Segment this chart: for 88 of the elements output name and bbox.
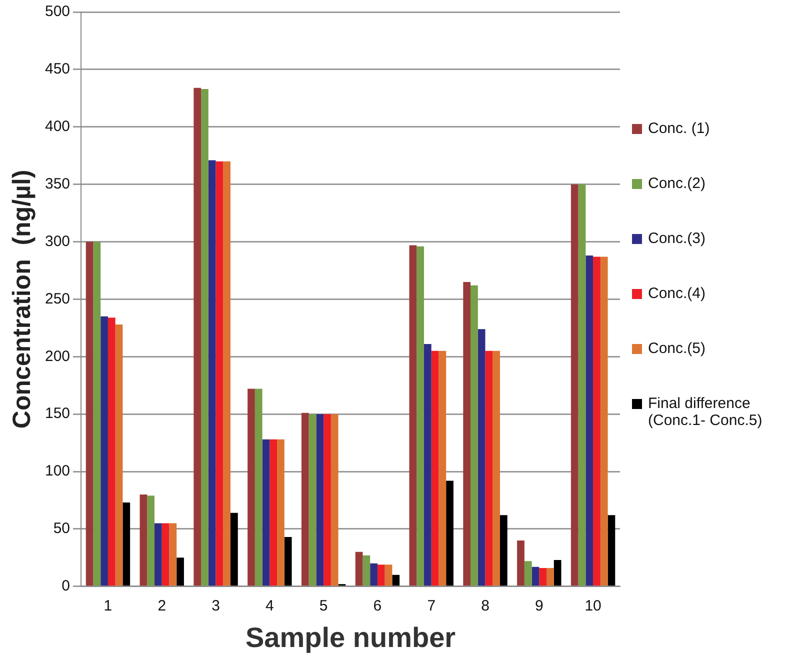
bar bbox=[176, 558, 184, 586]
bar bbox=[478, 329, 486, 586]
bar bbox=[586, 256, 594, 586]
y-tick-label: 100 bbox=[44, 462, 70, 480]
x-tick-label: 6 bbox=[373, 598, 382, 615]
bar bbox=[370, 563, 378, 586]
bar bbox=[539, 568, 547, 586]
y-tick-label: 450 bbox=[44, 60, 70, 78]
bar bbox=[284, 537, 292, 586]
bar bbox=[147, 496, 155, 586]
x-tick-label: 7 bbox=[427, 598, 436, 615]
bar bbox=[362, 555, 370, 586]
bar bbox=[492, 350, 500, 586]
bar bbox=[254, 388, 262, 586]
legend-label: Conc.(3) bbox=[648, 230, 706, 247]
bar bbox=[216, 161, 224, 586]
bar bbox=[524, 561, 532, 586]
y-axis-title: Concentration (ng/µl) bbox=[8, 170, 36, 429]
bar bbox=[593, 256, 600, 586]
bar bbox=[424, 344, 432, 586]
y-tick-label: 250 bbox=[44, 290, 70, 308]
bar bbox=[578, 184, 586, 586]
x-tick-label: 2 bbox=[158, 598, 166, 615]
x-tick-label: 3 bbox=[212, 598, 220, 615]
bar bbox=[270, 439, 278, 586]
bar bbox=[384, 564, 392, 586]
legend-label: Conc.(2) bbox=[648, 175, 706, 192]
bar bbox=[438, 350, 446, 586]
bar bbox=[169, 523, 177, 586]
bar bbox=[392, 574, 400, 586]
bar bbox=[324, 414, 331, 586]
y-tick-label: 400 bbox=[44, 118, 70, 136]
bar bbox=[377, 564, 385, 586]
x-axis-title: Sample number bbox=[245, 622, 456, 653]
bar bbox=[223, 161, 230, 586]
legend-label: Conc.(4) bbox=[648, 285, 706, 302]
bar bbox=[600, 256, 608, 586]
bar bbox=[608, 515, 616, 586]
bar bbox=[431, 350, 439, 586]
bar bbox=[262, 439, 270, 586]
bar bbox=[301, 412, 309, 586]
bar bbox=[470, 285, 478, 586]
x-tick-label: 4 bbox=[265, 598, 274, 615]
y-tick-label: 150 bbox=[44, 405, 70, 422]
bar bbox=[108, 318, 116, 586]
bar bbox=[230, 512, 238, 586]
bar bbox=[517, 540, 524, 586]
bar bbox=[532, 566, 540, 586]
bar bbox=[554, 560, 562, 586]
bar bbox=[316, 414, 324, 586]
bar bbox=[194, 88, 202, 586]
bar bbox=[355, 552, 363, 586]
bar bbox=[277, 439, 284, 586]
y-tick-label: 500 bbox=[44, 3, 70, 20]
bar bbox=[546, 568, 554, 586]
legend-label: Conc. (1) bbox=[648, 120, 710, 137]
bar bbox=[570, 184, 578, 586]
y-tick-label: 350 bbox=[44, 175, 70, 192]
bar bbox=[93, 242, 101, 586]
bar bbox=[409, 245, 417, 586]
bar bbox=[100, 316, 108, 586]
bar bbox=[500, 515, 508, 586]
x-tick-label: 5 bbox=[319, 598, 328, 615]
bar bbox=[485, 350, 493, 586]
bar bbox=[446, 480, 454, 586]
bar bbox=[86, 242, 94, 586]
x-tick-label: 1 bbox=[104, 598, 112, 615]
x-tick-label: 9 bbox=[534, 598, 544, 615]
bar bbox=[248, 388, 255, 586]
bar bbox=[463, 282, 471, 586]
bar bbox=[122, 502, 130, 586]
y-tick-label: 300 bbox=[44, 232, 70, 250]
bar bbox=[208, 160, 216, 586]
y-tick-label: 200 bbox=[44, 348, 70, 365]
bar bbox=[330, 414, 338, 586]
bar bbox=[162, 523, 170, 586]
bar bbox=[115, 324, 123, 586]
bar bbox=[308, 414, 316, 586]
bar bbox=[140, 494, 148, 586]
x-tick-label: 8 bbox=[481, 598, 490, 615]
legend-label: Final difference (Conc.1- Conc.5) bbox=[648, 395, 764, 429]
y-tick-label: 50 bbox=[53, 520, 70, 538]
bar bbox=[416, 246, 424, 586]
y-tick-label: 0 bbox=[62, 578, 70, 595]
x-tick-label: 10 bbox=[584, 598, 602, 615]
legend-label: Conc.(5) bbox=[648, 340, 706, 357]
bar bbox=[201, 88, 208, 586]
bar bbox=[154, 523, 162, 586]
